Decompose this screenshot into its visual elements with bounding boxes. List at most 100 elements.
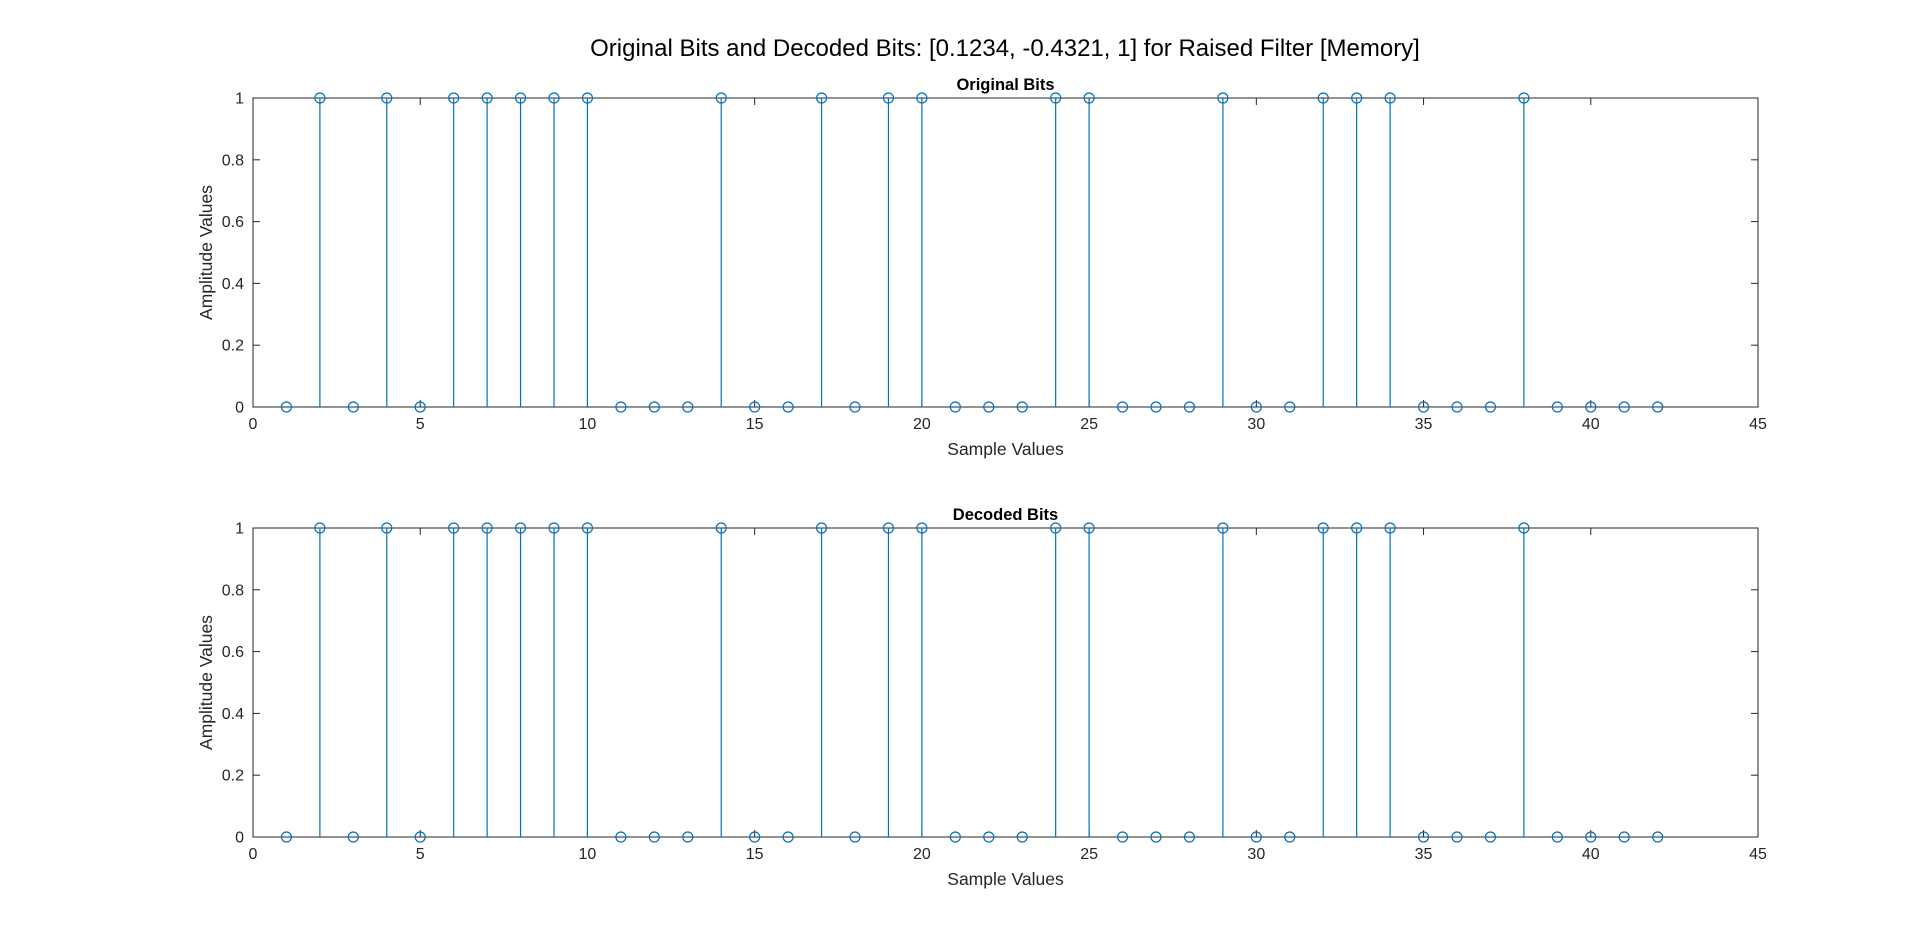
x-tick-label: 25 [1080,846,1098,863]
y-axis-label: Amplitude Values [196,185,216,320]
stem-marker-12 [648,401,660,413]
stem-marker-10 [581,92,594,104]
stem-marker-25 [1083,522,1095,534]
stem-marker-33 [1351,92,1363,104]
axes-box [252,527,1759,838]
stem-marker-31 [1284,831,1296,843]
y-tick-label: 0.6 [222,214,244,231]
stem-marker-42 [1652,831,1664,843]
stem-marker-21 [949,401,961,413]
x-tick-label: 5 [416,416,425,433]
stem-marker-40 [1585,401,1597,413]
stem-marker-23 [1016,401,1028,413]
stem-marker-22 [983,401,995,413]
stem-marker-4 [381,92,393,104]
stem-marker-13 [682,831,694,843]
stem-marker-3 [347,401,359,413]
y-tick-label: 0.2 [222,338,244,355]
x-tick-label: 10 [579,416,597,433]
stem-marker-18 [849,831,861,843]
stem-marker-6 [448,92,460,104]
x-tick-label: 5 [416,846,425,863]
stem-marker-37 [1484,401,1497,413]
x-tick-label: 30 [1247,416,1265,433]
stem-marker-41 [1618,401,1630,413]
stem-marker-1 [280,831,293,843]
stem-marker-4 [381,522,393,534]
x-tick-label: 30 [1247,846,1265,863]
stem-marker-38 [1518,522,1530,534]
stem-marker-9 [548,92,560,104]
stem-marker-34 [1384,92,1396,104]
stem-marker-17 [815,522,828,534]
stem-marker-39 [1551,831,1563,843]
stem-marker-7 [481,92,493,104]
x-tick-label: 45 [1749,416,1767,433]
x-tick-label: 25 [1080,416,1098,433]
y-tick-label: 0.8 [222,152,244,169]
stem-marker-28 [1183,401,1196,413]
stem-marker-42 [1652,401,1664,413]
stem-marker-2 [314,522,326,534]
x-tick-label: 15 [746,416,764,433]
x-tick-label: 40 [1582,846,1600,863]
stem-marker-23 [1016,831,1028,843]
stem-marker-6 [448,522,460,534]
y-tick-label: 0.4 [222,276,244,293]
stem-marker-20 [916,522,928,534]
stem-marker-10 [581,522,594,534]
stem-marker-41 [1618,831,1630,843]
stem-marker-11 [615,831,627,843]
stem-marker-16 [782,401,794,413]
stem-marker-15 [749,831,761,843]
plot-original-bits: 0 5 10 15 20 25 30 35 40 45 0 0.2 0.4 0.6 0.8 1 Original… [196,76,1767,459]
stem-marker-32 [1317,522,1329,534]
stem-marker-24 [1050,522,1062,534]
stem-marker-9 [548,522,560,534]
stem-marker-39 [1551,401,1563,413]
stem-marker-29 [1217,92,1229,104]
stem-marker-14 [715,522,727,534]
stem-marker-35 [1417,831,1430,843]
decoded-bits-title: Decoded Bits [953,506,1058,524]
y-tick-label: 0.2 [222,768,244,785]
stem-marker-30 [1250,831,1262,843]
stem-marker-15 [749,401,761,413]
stem-marker-35 [1417,401,1430,413]
stem-marker-18 [849,401,861,413]
stem-marker-1 [280,401,293,413]
stem-marker-7 [481,522,493,534]
stem-marker-5 [414,401,426,413]
y-axis-label: Amplitude Values [196,615,216,750]
x-tick-label: 15 [746,846,764,863]
x-axis-label: Sample Values [947,439,1064,459]
plot-decoded-bits: 0 5 10 15 20 25 30 35 40 45 0 0.2 0.4 0.6 0.8 1 Decoded … [196,506,1767,889]
stem-marker-27 [1150,401,1162,413]
x-tick-label: 0 [249,416,258,433]
stem-marker-33 [1351,522,1363,534]
stem-marker-31 [1284,401,1296,413]
stem-marker-16 [782,831,794,843]
stem-marker-26 [1116,401,1129,413]
stem-marker-29 [1217,522,1229,534]
stem-marker-21 [949,831,961,843]
stem-marker-27 [1150,831,1162,843]
stem-marker-13 [682,401,694,413]
stem-marker-11 [615,401,627,413]
stem-marker-20 [916,92,928,104]
x-tick-label: 20 [913,416,931,433]
y-tick-label: 0.6 [222,644,244,661]
stem-marker-25 [1083,92,1095,104]
stem-marker-17 [815,92,828,104]
stem-marker-8 [514,522,527,534]
stem-marker-28 [1183,831,1196,843]
stem-marker-22 [983,831,995,843]
x-tick-label: 35 [1415,846,1433,863]
stem-marker-24 [1050,92,1062,104]
x-tick-label: 20 [913,846,931,863]
stem-marker-38 [1518,92,1530,104]
stem-marker-12 [648,831,660,843]
x-tick-label: 35 [1415,416,1433,433]
original-bits-title: Original Bits [956,76,1054,94]
